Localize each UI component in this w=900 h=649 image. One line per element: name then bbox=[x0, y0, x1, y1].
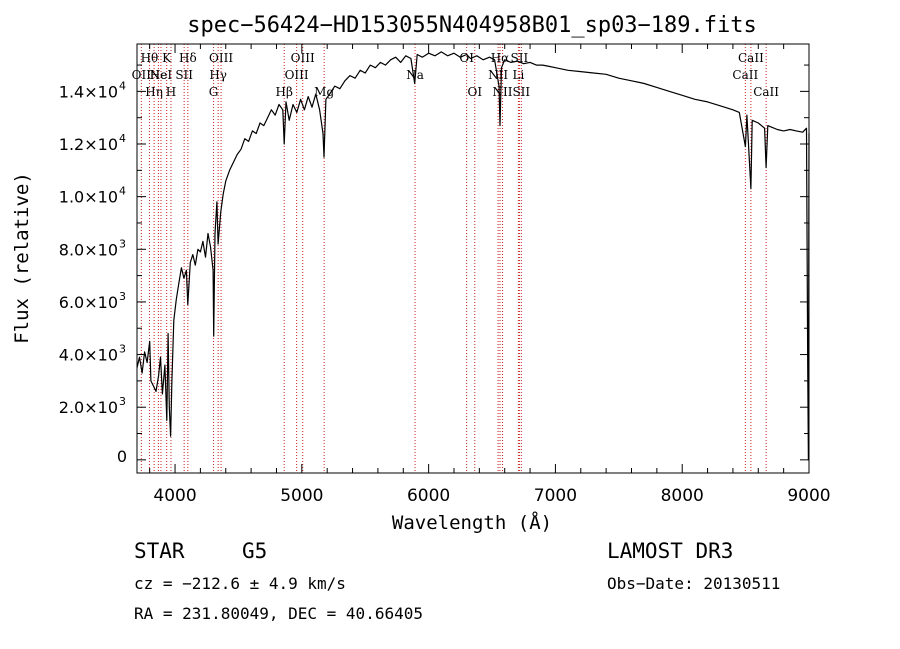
x-tick-label: 8000 bbox=[661, 486, 704, 506]
y-tick-label: 4.0×10 bbox=[59, 346, 118, 365]
spectrum-chart: spec−56424−HD153055N404958B01_sp03−189.f… bbox=[11, 13, 831, 534]
y-tick-exponent: 3 bbox=[119, 343, 126, 356]
y-tick-label: 8.0×10 bbox=[59, 240, 118, 259]
spectral-line-labels: OIIHθHηNeHeIKHSIIHδGHγOIIIHβOIIIOIIIMgNa… bbox=[132, 51, 780, 99]
line-label-hβ: Hβ bbox=[276, 85, 293, 99]
series-line-flux bbox=[136, 51, 810, 461]
line-label-oi: OI bbox=[459, 51, 474, 65]
line-label-oiii: OIII bbox=[209, 51, 233, 65]
plot-frame bbox=[136, 43, 810, 474]
y-tick-exponent: 3 bbox=[119, 395, 126, 408]
y-tick-label: 2.0×10 bbox=[59, 398, 118, 417]
survey-name: LAMOST DR3 bbox=[607, 539, 734, 563]
line-label-hγ: Hγ bbox=[209, 68, 227, 82]
x-tick-label: 7000 bbox=[534, 486, 577, 506]
object-class: STAR bbox=[134, 539, 185, 563]
line-label-sii: SII bbox=[512, 85, 530, 99]
x-tick-label: 6000 bbox=[407, 486, 450, 506]
line-label-mg: Mg bbox=[314, 85, 334, 99]
y-tick-label: 1.2×10 bbox=[59, 135, 118, 154]
y-tick-exponent: 3 bbox=[119, 237, 126, 250]
y-tick-label: 0 bbox=[117, 447, 127, 466]
line-label-oiii: OIII bbox=[285, 68, 309, 82]
y-tick-exponent: 4 bbox=[119, 79, 126, 92]
line-label-ne: Ne bbox=[150, 68, 168, 82]
y-tick-exponent: 4 bbox=[119, 185, 126, 198]
spectrum-series bbox=[136, 51, 810, 461]
line-label-hθ: Hθ bbox=[141, 51, 159, 65]
redshift-cz: cz = −212.6 ± 4.9 km/s bbox=[134, 574, 346, 593]
x-tick-label: 4000 bbox=[153, 486, 196, 506]
line-label-g: G bbox=[209, 85, 219, 99]
y-axis-label: Flux (relative) bbox=[11, 172, 33, 344]
ra-dec: RA = 231.80049, DEC = 40.66405 bbox=[134, 604, 423, 623]
spectral-line-markers bbox=[140, 44, 767, 473]
line-label-nii: NII bbox=[493, 85, 513, 99]
spectral-subclass: G5 bbox=[242, 539, 268, 563]
x-tick-label: 9000 bbox=[787, 486, 830, 506]
line-label-hη: Hη bbox=[145, 85, 163, 99]
x-axis: 4000 5000 6000 7000 8000 9000 bbox=[149, 44, 831, 506]
line-label-oi: OI bbox=[467, 85, 482, 99]
line-label-li: Li bbox=[512, 68, 524, 82]
line-label-hei: HeI bbox=[150, 68, 173, 82]
y-axis: 02.0×10 34.0×10 36.0×10 38.0×10 31.0×10 41.2×… bbox=[59, 64, 809, 466]
observation-date: Obs−Date: 20130511 bbox=[607, 574, 781, 593]
x-axis-label: Wavelength (Å) bbox=[392, 511, 552, 534]
y-tick-label: 1.4×10 bbox=[59, 82, 118, 101]
line-label-sii: SII bbox=[175, 68, 193, 82]
chart-title: spec−56424−HD153055N404958B01_sp03−189.f… bbox=[187, 13, 757, 38]
line-label-hδ: Hδ bbox=[179, 51, 197, 65]
line-label-oiii: OIII bbox=[291, 51, 315, 65]
y-tick-label: 6.0×10 bbox=[59, 293, 118, 312]
line-label-caii: CaII bbox=[732, 68, 758, 82]
line-label-caii: CaII bbox=[753, 85, 779, 99]
line-label-caii: CaII bbox=[738, 51, 764, 65]
line-label-oii: OII bbox=[132, 68, 152, 82]
line-label-h: H bbox=[166, 85, 176, 99]
line-label-hα: Hα bbox=[491, 51, 510, 65]
line-label-nii: NII bbox=[488, 68, 508, 82]
line-label-k: K bbox=[162, 51, 172, 65]
x-tick-label: 5000 bbox=[280, 486, 323, 506]
y-tick-exponent: 3 bbox=[119, 290, 126, 303]
y-tick-exponent: 4 bbox=[119, 132, 126, 145]
y-tick-label: 1.0×10 bbox=[59, 188, 118, 207]
